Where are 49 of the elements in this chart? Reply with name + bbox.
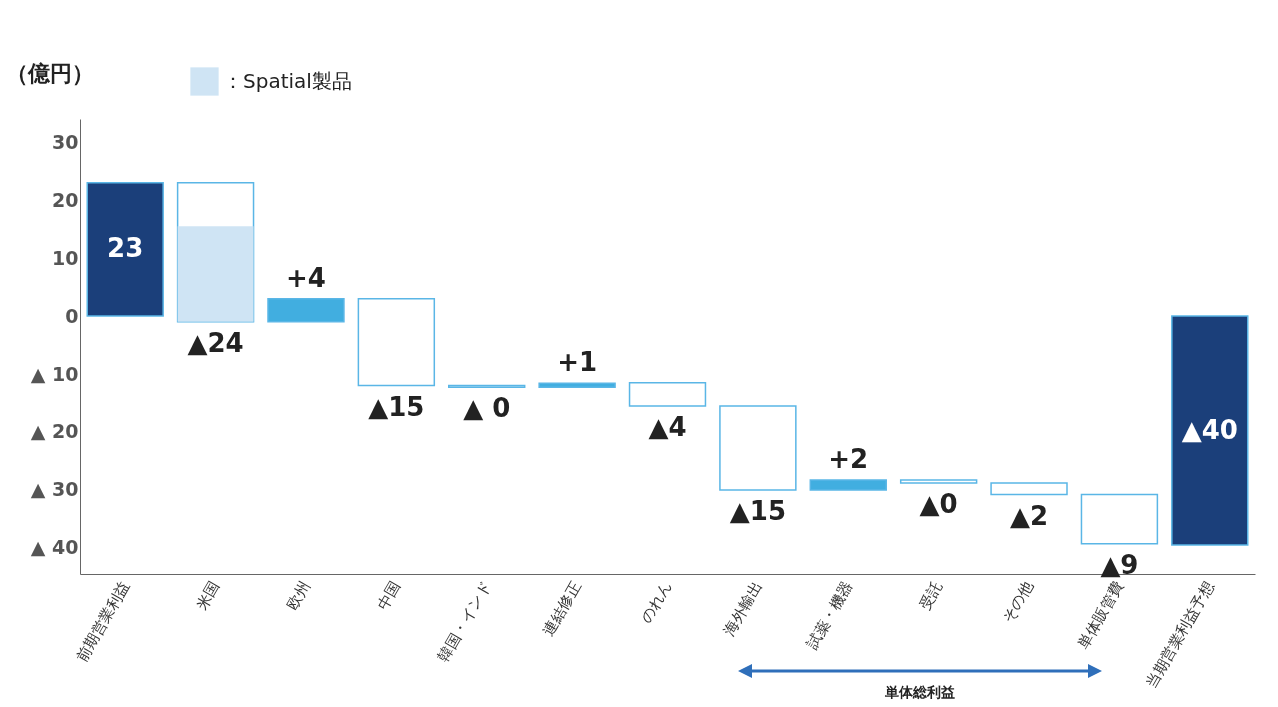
data-label: ▲ 0 <box>463 393 511 424</box>
data-label: ▲40 <box>1181 414 1238 445</box>
x-tick-label: 試薬・機器 <box>802 578 857 652</box>
bar <box>1080 493 1159 545</box>
data-label: ▲9 <box>1100 549 1139 580</box>
bar <box>809 479 887 491</box>
data-label: ▲15 <box>368 391 425 422</box>
x-tick-label: 受託 <box>915 578 947 613</box>
x-tick-label: のれん <box>637 578 676 626</box>
y-tick-label: 30 <box>52 130 79 153</box>
legend-label: ：Spatial製品 <box>223 68 352 93</box>
x-tick-label: 単体販管費 <box>1074 578 1128 652</box>
y-tick-label: 20 <box>52 188 79 211</box>
bar <box>357 297 436 387</box>
data-label: ▲2 <box>1009 500 1049 531</box>
bar <box>267 297 345 323</box>
bar <box>719 405 797 491</box>
x-tick-label: 当期営業利益予想 <box>1142 578 1218 691</box>
y-axis-title: （億円） <box>5 60 94 86</box>
y-tick-label: 10 <box>52 246 79 269</box>
bar <box>1171 315 1249 546</box>
data-label: ▲0 <box>919 489 958 519</box>
y-tick-label: ▲ 30 <box>30 478 79 501</box>
x-tick-label: 中国 <box>373 578 405 613</box>
bar <box>990 482 1068 496</box>
data-label: +4 <box>286 262 326 293</box>
data-label: +1 <box>557 347 598 378</box>
x-tick-label: その他 <box>998 578 1037 626</box>
x-tick-label: 連結修正 <box>539 578 585 639</box>
bar <box>538 382 616 389</box>
data-label: 23 <box>107 233 144 264</box>
x-tick-label: 海外輸出 <box>720 578 766 639</box>
bar <box>86 182 164 317</box>
x-tick-label: 欧州 <box>283 578 314 613</box>
y-tick-label: ▲ 20 <box>30 420 79 443</box>
bar <box>628 381 707 407</box>
bar <box>177 226 254 322</box>
text: 単体総利益 <box>884 684 956 702</box>
x-tick-label: 韓国・インド <box>433 578 495 665</box>
x-tick-label: 前期営業利益 <box>72 578 133 665</box>
data-label: ▲15 <box>729 495 786 526</box>
data-label: +2 <box>828 444 869 475</box>
y-tick-label: ▲ 10 <box>30 362 79 385</box>
data-label: ▲4 <box>648 411 687 442</box>
y-tick-label: ▲ 40 <box>30 536 79 559</box>
x-tick-label: 米国 <box>192 578 224 613</box>
data-label: ▲24 <box>187 327 244 358</box>
y-tick-label: 0 <box>65 304 79 327</box>
bar <box>899 479 978 484</box>
